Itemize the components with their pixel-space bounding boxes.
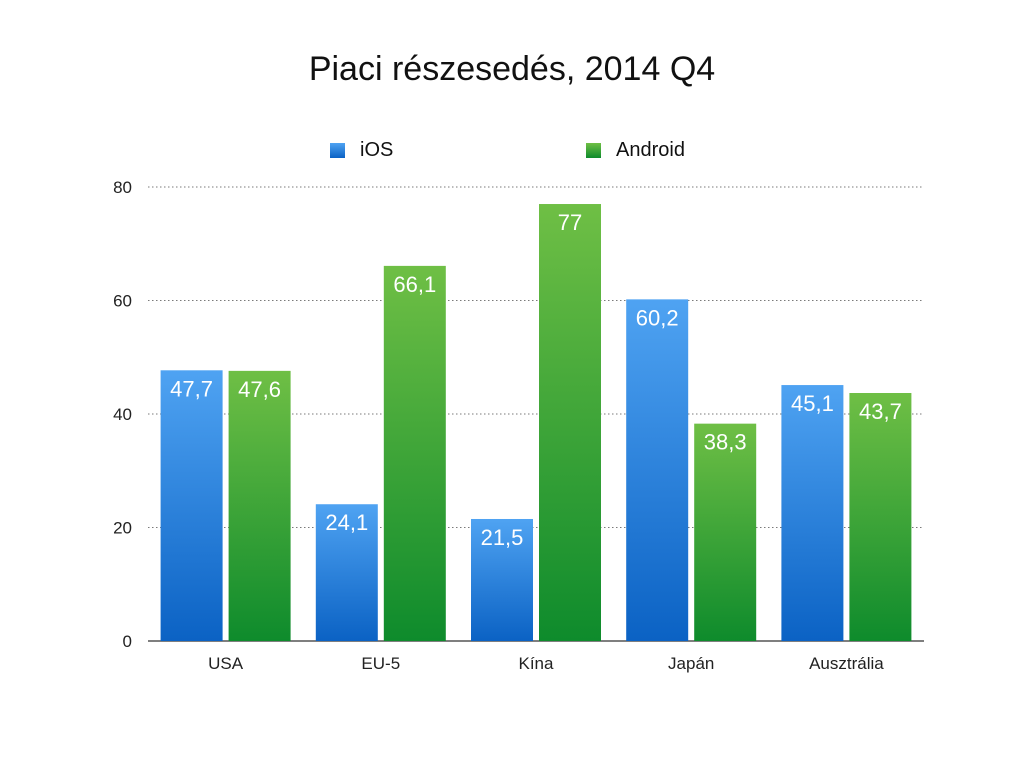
legend-label-ios: iOS xyxy=(360,138,394,161)
bar-android xyxy=(694,423,757,641)
y-tick-label: 60 xyxy=(113,292,132,311)
bar-android xyxy=(383,265,446,641)
data-label: 21,5 xyxy=(481,525,524,550)
bar-android xyxy=(539,204,601,641)
bar-ios xyxy=(781,385,844,641)
x-tick-label: Ausztrália xyxy=(809,654,884,673)
bar-android xyxy=(849,393,912,641)
legend-label-android: Android xyxy=(616,138,685,161)
legend-item-ios: iOS xyxy=(330,138,393,162)
chart-title: Piaci részesedés, 2014 Q4 xyxy=(308,50,716,88)
legend-swatch-ios xyxy=(330,142,345,158)
data-label: 45,1 xyxy=(791,391,834,416)
data-label: 43,7 xyxy=(859,399,902,424)
x-tick-label: EU-5 xyxy=(361,654,400,673)
data-label: 47,7 xyxy=(170,376,213,401)
legend: iOS Android xyxy=(0,138,1024,162)
y-tick-label: 80 xyxy=(113,178,132,197)
data-label: 47,6 xyxy=(238,377,281,402)
data-label: 66,1 xyxy=(393,272,436,297)
bar-ios xyxy=(626,299,689,641)
x-tick-label: Japán xyxy=(668,654,714,673)
y-tick-label: 40 xyxy=(113,405,132,424)
data-label: 77 xyxy=(558,210,582,235)
bar-ios xyxy=(160,370,223,641)
bar-ios xyxy=(315,504,378,641)
x-tick-label: Kína xyxy=(519,654,555,673)
y-tick-label: 0 xyxy=(123,632,132,651)
bar-ios xyxy=(471,518,533,641)
y-tick-label: 20 xyxy=(113,519,132,538)
data-label: 60,2 xyxy=(636,305,679,330)
legend-swatch-android xyxy=(586,142,601,158)
x-tick-label: USA xyxy=(208,654,244,673)
data-label: 24,1 xyxy=(325,510,368,535)
data-label: 38,3 xyxy=(704,430,747,455)
legend-item-android: Android xyxy=(586,138,685,162)
bar-android xyxy=(228,370,291,641)
